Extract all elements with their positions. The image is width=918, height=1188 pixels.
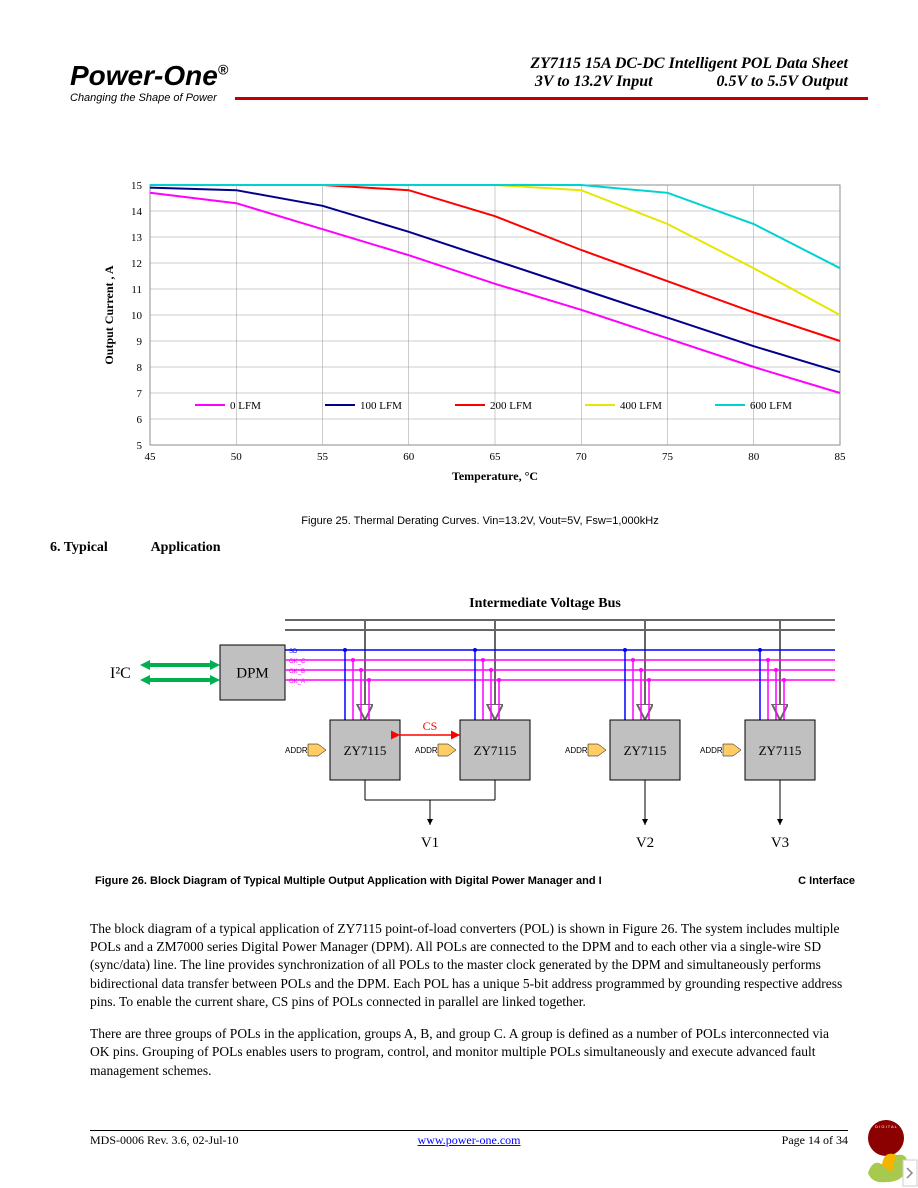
svg-text:15: 15	[131, 180, 143, 192]
logo-name: Power-One	[70, 60, 218, 91]
svg-text:ZY7115: ZY7115	[624, 743, 667, 758]
svg-text:V3: V3	[771, 835, 789, 851]
body-text: The block diagram of a typical applicati…	[90, 920, 848, 1094]
svg-text:13: 13	[131, 232, 143, 244]
svg-text:CS: CS	[423, 719, 438, 733]
corner-badges: D I G I T A L	[808, 1118, 918, 1188]
svg-text:7: 7	[137, 388, 143, 400]
logo-reg: ®	[218, 62, 228, 78]
svg-text:5: 5	[137, 440, 143, 452]
logo-tagline: Changing the Shape of Power	[70, 92, 228, 104]
svg-text:10: 10	[131, 310, 143, 322]
footer-url[interactable]: www.power-one.com	[418, 1133, 521, 1147]
svg-text:70: 70	[576, 451, 588, 463]
title-main: ZY7115 15A DC-DC Intelligent POL Data Sh…	[530, 55, 848, 73]
svg-text:D I G I T A L: D I G I T A L	[875, 1124, 897, 1129]
thermal-derating-chart: 45 50 55 60 65 70 75 80 85 5 6 7 8 9 10 11 12 13 14 15 Tempe…	[95, 180, 865, 527]
svg-text:85: 85	[835, 451, 847, 463]
svg-text:ZY7115: ZY7115	[474, 743, 517, 758]
svg-text:Temperature, °C: Temperature, °C	[452, 469, 538, 483]
svg-text:V2: V2	[636, 835, 654, 851]
svg-text:55: 55	[317, 451, 329, 463]
logo: Power-One® Changing the Shape of Power	[70, 60, 228, 104]
figure-25-caption: Figure 25. Thermal Derating Curves. Vin=…	[95, 515, 865, 527]
svg-text:6: 6	[137, 414, 143, 426]
title-sub-right: 0.5V to 5.5V Output	[717, 73, 848, 90]
page-footer: MDS-0006 Rev. 3.6, 02-Jul-10 www.power-o…	[90, 1130, 848, 1148]
page-header: Power-One® Changing the Shape of Power Z…	[50, 55, 868, 140]
svg-text:11: 11	[131, 284, 142, 296]
svg-text:60: 60	[403, 451, 415, 463]
block-diagram: Intermediate Voltage BusI²CDPMSDOK_COK_B…	[95, 595, 855, 887]
svg-text:ADDR: ADDR	[415, 746, 438, 755]
svg-text:65: 65	[490, 451, 502, 463]
header-titles: ZY7115 15A DC-DC Intelligent POL Data Sh…	[530, 55, 848, 91]
svg-text:80: 80	[748, 451, 760, 463]
svg-text:V1: V1	[421, 835, 439, 851]
svg-text:400 LFM: 400 LFM	[620, 400, 662, 412]
section-title: Application	[151, 540, 221, 555]
paragraph-2: There are three groups of POLs in the ap…	[90, 1025, 848, 1080]
svg-text:Output Current , A: Output Current , A	[102, 265, 116, 364]
svg-text:DPM: DPM	[236, 666, 269, 682]
svg-text:ZY7115: ZY7115	[344, 743, 387, 758]
svg-text:600 LFM: 600 LFM	[750, 400, 792, 412]
svg-text:200 LFM: 200 LFM	[490, 400, 532, 412]
svg-text:12: 12	[131, 258, 142, 270]
svg-text:14: 14	[131, 206, 143, 218]
header-accent-bar	[235, 97, 868, 100]
svg-text:9: 9	[137, 336, 143, 348]
page: Power-One® Changing the Shape of Power Z…	[0, 0, 918, 1188]
svg-text:75: 75	[662, 451, 674, 463]
figure-26-caption-right: C Interface	[798, 875, 855, 887]
figure-26-caption-left: Figure 26. Block Diagram of Typical Mult…	[95, 875, 602, 887]
section-6-heading: 6. Typical Application	[50, 540, 221, 556]
svg-text:8: 8	[137, 362, 143, 374]
svg-text:ADDR: ADDR	[565, 746, 588, 755]
svg-text:45: 45	[145, 451, 157, 463]
svg-text:ADDR: ADDR	[700, 746, 723, 755]
svg-text:0 LFM: 0 LFM	[230, 400, 261, 412]
svg-text:100 LFM: 100 LFM	[360, 400, 402, 412]
svg-text:Intermediate Voltage Bus: Intermediate Voltage Bus	[469, 596, 621, 611]
title-sub-left: 3V to 13.2V Input	[535, 73, 653, 90]
paragraph-1: The block diagram of a typical applicati…	[90, 920, 848, 1011]
svg-text:50: 50	[231, 451, 243, 463]
svg-text:ADDR: ADDR	[285, 746, 308, 755]
section-num: 6. Typical	[50, 540, 108, 555]
footer-rev: MDS-0006 Rev. 3.6, 02-Jul-10	[90, 1133, 239, 1148]
svg-text:I²C: I²C	[110, 665, 131, 682]
svg-text:ZY7115: ZY7115	[759, 743, 802, 758]
